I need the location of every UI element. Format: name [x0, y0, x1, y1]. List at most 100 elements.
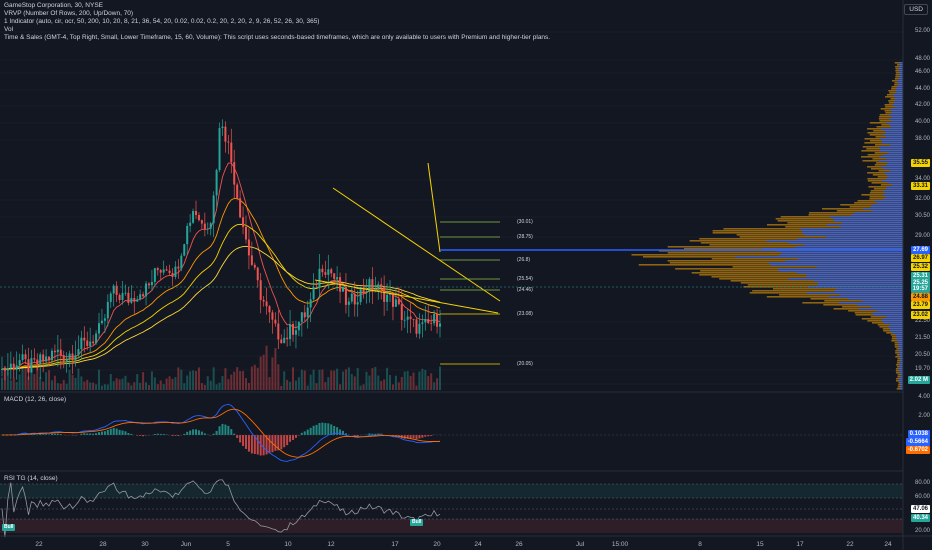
volume-bar — [212, 367, 215, 390]
volume-bar — [283, 371, 286, 390]
volume-bar — [197, 367, 200, 390]
price-axis-label: 40.00 — [914, 119, 930, 125]
price-tag: 27.69 — [910, 246, 930, 254]
volume-bar — [39, 376, 42, 390]
macd-histogram-bar — [112, 427, 115, 435]
candle-body — [115, 285, 118, 295]
macd-histogram-bar — [280, 435, 283, 450]
macd-histogram-bar — [145, 435, 148, 436]
candle-body — [294, 330, 297, 335]
candle-body — [271, 312, 274, 320]
candle-body — [312, 286, 315, 300]
rsi-line — [1, 479, 441, 538]
macd-histogram-bar — [159, 433, 162, 435]
volume-bar — [394, 375, 397, 390]
macd-histogram-bar — [50, 433, 53, 435]
macd-histogram-bar — [403, 435, 406, 439]
candle-body — [147, 283, 150, 286]
price-axis-label: 38.00 — [914, 136, 930, 142]
volume-bar — [50, 380, 53, 390]
candle-body — [297, 321, 300, 331]
candle-body — [189, 222, 192, 226]
candle-body — [180, 255, 183, 269]
macd-histogram-bar — [321, 422, 324, 435]
volume-bar — [412, 372, 415, 390]
indicator-time-sales[interactable]: Time & Sales (GMT-4, Top Right, Small, L… — [4, 34, 551, 41]
chart-title[interactable]: GameStop Corporation, 30, NYSE — [4, 2, 103, 9]
price-axis-label: 21.50 — [914, 335, 930, 341]
ema-line — [1, 223, 441, 370]
volume-bar — [142, 372, 145, 390]
rsi-legend[interactable]: RSI TG (14, close) — [4, 475, 58, 482]
price-axis-label: 20.50 — [914, 352, 930, 358]
candle-body — [336, 277, 339, 279]
macd-histogram-bar — [98, 432, 101, 435]
price-tag: 35.55 — [910, 159, 930, 167]
volume-bar — [18, 374, 21, 390]
volume-bar — [250, 366, 253, 390]
time-axis-label: Jul — [575, 541, 585, 548]
macd-histogram-bar — [259, 435, 262, 456]
volume-bar — [236, 367, 239, 390]
volume-bar — [315, 383, 318, 390]
indicator-vrvp[interactable]: VRVP (Number Of Rows, 200, Up/Down, 70) — [4, 10, 134, 17]
candle-body — [324, 272, 327, 275]
time-axis-label: 8 — [698, 541, 702, 548]
price-axis-label: 22.50 — [914, 318, 930, 324]
candle-body — [233, 162, 236, 185]
volume-bar — [377, 375, 380, 390]
candle-body — [309, 299, 312, 308]
volume-bar — [145, 382, 148, 390]
candle-body — [236, 184, 239, 199]
price-axis-label: 19.70 — [914, 366, 930, 372]
macd-histogram-bar — [230, 429, 233, 435]
volume-bar — [177, 367, 180, 390]
volume-bar — [389, 375, 392, 390]
candle-body — [427, 319, 430, 323]
candle-body — [244, 226, 247, 240]
candle-body — [183, 244, 186, 256]
price-tag: 2.02 M — [907, 376, 930, 384]
candle-body — [368, 279, 371, 292]
indicator-vol[interactable]: Vol — [4, 26, 14, 33]
volume-bar — [80, 376, 83, 390]
currency-button[interactable]: USD — [904, 4, 928, 15]
candle-body — [230, 142, 233, 163]
volume-bar — [356, 367, 359, 390]
time-axis-label: 24 — [884, 541, 892, 548]
macd-histogram-bar — [409, 435, 412, 439]
time-axis-label: 20 — [433, 541, 441, 548]
macd-histogram-bar — [344, 433, 347, 435]
volume-bar — [174, 377, 177, 390]
macd-histogram-bar — [89, 433, 92, 435]
macd-histogram-bar — [200, 431, 203, 435]
macd-histogram-bar — [247, 435, 250, 452]
candle-body — [203, 223, 206, 230]
candle-body — [253, 264, 256, 268]
candle-body — [133, 298, 136, 302]
macd-histogram-bar — [80, 433, 83, 435]
macd-legend[interactable]: MACD (12, 26, close) — [4, 396, 67, 403]
volume-bar — [368, 375, 371, 390]
macd-histogram-bar — [353, 435, 356, 436]
indicator-bundle[interactable]: 1 Indicator (auto, cir, ocr, 50, 200, 10… — [4, 18, 320, 25]
macd-histogram-bar — [274, 435, 277, 451]
volume-bar — [242, 370, 245, 390]
macd-histogram-bar — [336, 427, 339, 435]
macd-histogram-bar — [142, 435, 145, 437]
volume-bar — [156, 384, 159, 390]
macd-histogram-bar — [289, 435, 292, 442]
volume-bar — [45, 372, 48, 390]
volume-bar — [218, 382, 221, 390]
candle-body — [1, 368, 3, 370]
volume-bar — [409, 375, 412, 390]
candle-body — [3, 368, 6, 371]
macd-histogram-bar — [183, 433, 186, 435]
volume-bar — [74, 377, 77, 390]
price-axis-label: 34.00 — [914, 176, 930, 182]
volume-bar — [109, 374, 112, 390]
volume-bar — [186, 375, 189, 390]
trend-line — [427, 162, 441, 253]
macd-histogram-bar — [86, 433, 89, 435]
